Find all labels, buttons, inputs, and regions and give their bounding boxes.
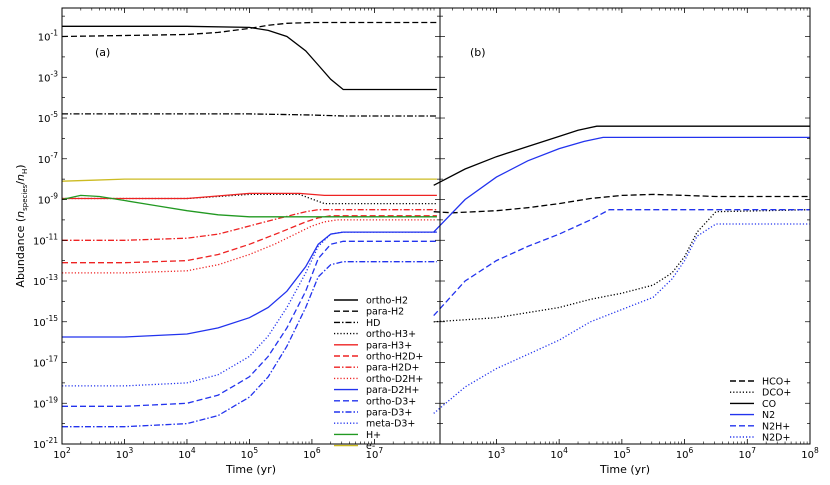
panel-a-series: [61, 21, 437, 428]
legend-label: ortho-H3+: [366, 329, 416, 340]
x-tick-label: 108: [801, 446, 819, 461]
series-line-orthominus-d2hplus: [62, 219, 437, 274]
legend-label: N2H+: [762, 421, 790, 432]
series-line-paraminus-d2hplus: [62, 231, 437, 338]
series-line-n2dplus: [433, 223, 810, 414]
legend-label: N2D+: [762, 433, 790, 444]
legend-label: meta-D3+: [366, 419, 415, 430]
legend-label: ortho-D3+: [366, 396, 416, 407]
legend-label: para-H3+: [366, 340, 412, 351]
y-tick-label: 10-17: [33, 355, 58, 370]
series-line-orthominus-h2: [62, 25, 437, 91]
panel-a-x-axis-label: Time (yr): [225, 463, 276, 476]
y-tick-label: 10-15: [33, 314, 58, 329]
series-line-hd: [62, 113, 437, 117]
legend-label: DCO+: [762, 388, 791, 399]
legend-label: CO: [762, 399, 776, 410]
panel-b-series: [433, 125, 811, 414]
legend-label: HCO+: [762, 377, 791, 388]
x-tick-label: 103: [116, 446, 134, 461]
x-tick-label: 106: [303, 446, 321, 461]
panel-b-frame: [439, 7, 811, 445]
panel-a-legend: ortho-H2para-H2HDortho-H3+para-H3+ortho-…: [334, 296, 423, 452]
y-tick-label: 10-1: [38, 29, 58, 44]
panel-b-x-axis-label: Time (yr): [599, 463, 650, 476]
series-line-hplus: [61, 194, 437, 218]
panel-a-ticks: 102 103 104 105 106 107 10-21 10-19 10-17 10-15 10…: [33, 8, 440, 461]
legend-label: para-D3+: [366, 408, 412, 419]
x-tick-label: 103: [488, 446, 506, 461]
series-line-orthominus-d3plus: [62, 240, 437, 407]
series-line-paraminus-h3plus: [62, 192, 437, 200]
panel-a-label: (a): [95, 46, 110, 59]
legend-label: e-: [366, 441, 375, 452]
legend-label: H+: [366, 430, 381, 441]
y-tick-label: 10-13: [33, 273, 58, 288]
panel-b: 103 104 105 106 107 108 (b) Time (yr) HCO+DCO…: [433, 7, 819, 476]
y-tick-label: 10-3: [38, 69, 58, 84]
series-line-co: [433, 125, 810, 186]
series-line-paraminus-d3plus: [62, 261, 437, 428]
x-tick-label: 102: [53, 446, 71, 461]
series-line-paraminus-h2dplus: [62, 209, 437, 241]
panel-b-label: (b): [470, 46, 486, 59]
x-tick-label: 104: [178, 446, 196, 461]
legend-label: HD: [366, 318, 380, 329]
y-tick-label: 10-21: [33, 436, 58, 451]
y-tick-label: 10-7: [38, 151, 58, 166]
legend-label: para-H2D+: [366, 363, 419, 374]
series-line-hcoplus: [433, 193, 810, 214]
legend-label: para-H2: [366, 307, 404, 318]
x-tick-label: 107: [366, 446, 384, 461]
x-tick-label: 106: [676, 446, 694, 461]
series-line-n2hplus: [433, 209, 810, 317]
legend-label: N2: [762, 410, 775, 421]
legend-label: ortho-D2H+: [366, 374, 423, 385]
y-tick-label: 10-5: [38, 110, 58, 125]
legend-label: ortho-H2D+: [366, 352, 423, 363]
x-tick-label: 105: [241, 446, 259, 461]
series-line-orthominus-h2dplus: [62, 215, 437, 264]
y-tick-label: 10-19: [33, 395, 58, 410]
panel-b-ticks: 103 104 105 106 107 108: [440, 8, 819, 461]
y-axis-label: Abundance (nspecies/nH): [14, 164, 29, 287]
y-tick-label: 10-9: [38, 192, 58, 207]
x-tick-label: 105: [613, 446, 631, 461]
series-line-eminus-: [61, 178, 437, 182]
x-tick-label: 104: [550, 446, 568, 461]
series-line-paraminus-h2: [61, 21, 437, 38]
y-tick-label: 10-11: [33, 232, 58, 247]
series-line-n2: [433, 136, 810, 233]
x-tick-label: 107: [739, 446, 757, 461]
legend-label: ortho-H2: [366, 296, 408, 307]
legend-label: para-D2H+: [366, 385, 419, 396]
